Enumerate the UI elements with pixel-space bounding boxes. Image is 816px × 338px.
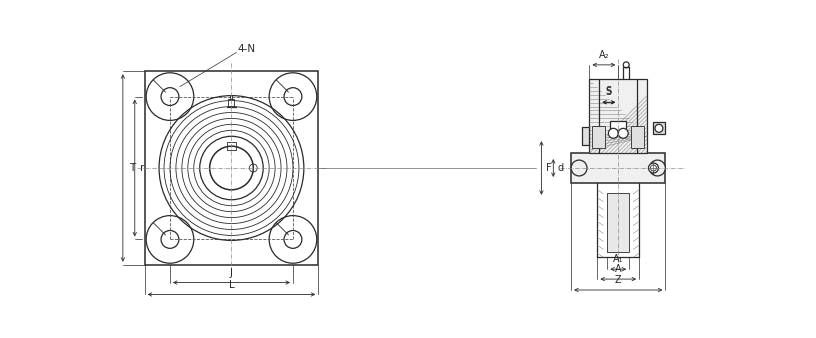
Circle shape — [650, 160, 665, 176]
Bar — [653, 122, 665, 134]
Text: Z: Z — [615, 275, 622, 285]
Text: T: T — [129, 163, 135, 173]
Text: r: r — [140, 163, 144, 173]
Bar — [144, 71, 318, 265]
Circle shape — [571, 160, 587, 176]
Circle shape — [609, 128, 619, 138]
Bar — [610, 121, 626, 135]
Circle shape — [655, 124, 663, 132]
Text: A: A — [615, 264, 622, 274]
Text: 4-N: 4-N — [237, 45, 255, 54]
Text: F: F — [547, 163, 552, 173]
Text: A₂: A₂ — [599, 50, 609, 60]
Circle shape — [649, 163, 659, 173]
Bar — [592, 126, 605, 148]
Text: S: S — [605, 86, 612, 96]
Text: S: S — [605, 87, 612, 97]
Bar — [607, 193, 629, 252]
Text: d: d — [557, 163, 563, 173]
Bar — [227, 142, 237, 150]
Text: A₁: A₁ — [613, 254, 623, 264]
Bar — [582, 127, 589, 145]
Bar — [631, 126, 644, 148]
Text: J: J — [230, 268, 233, 277]
Bar — [589, 79, 647, 153]
Circle shape — [619, 128, 628, 138]
Text: L: L — [228, 280, 234, 290]
Bar — [571, 153, 665, 183]
Bar — [228, 99, 234, 106]
